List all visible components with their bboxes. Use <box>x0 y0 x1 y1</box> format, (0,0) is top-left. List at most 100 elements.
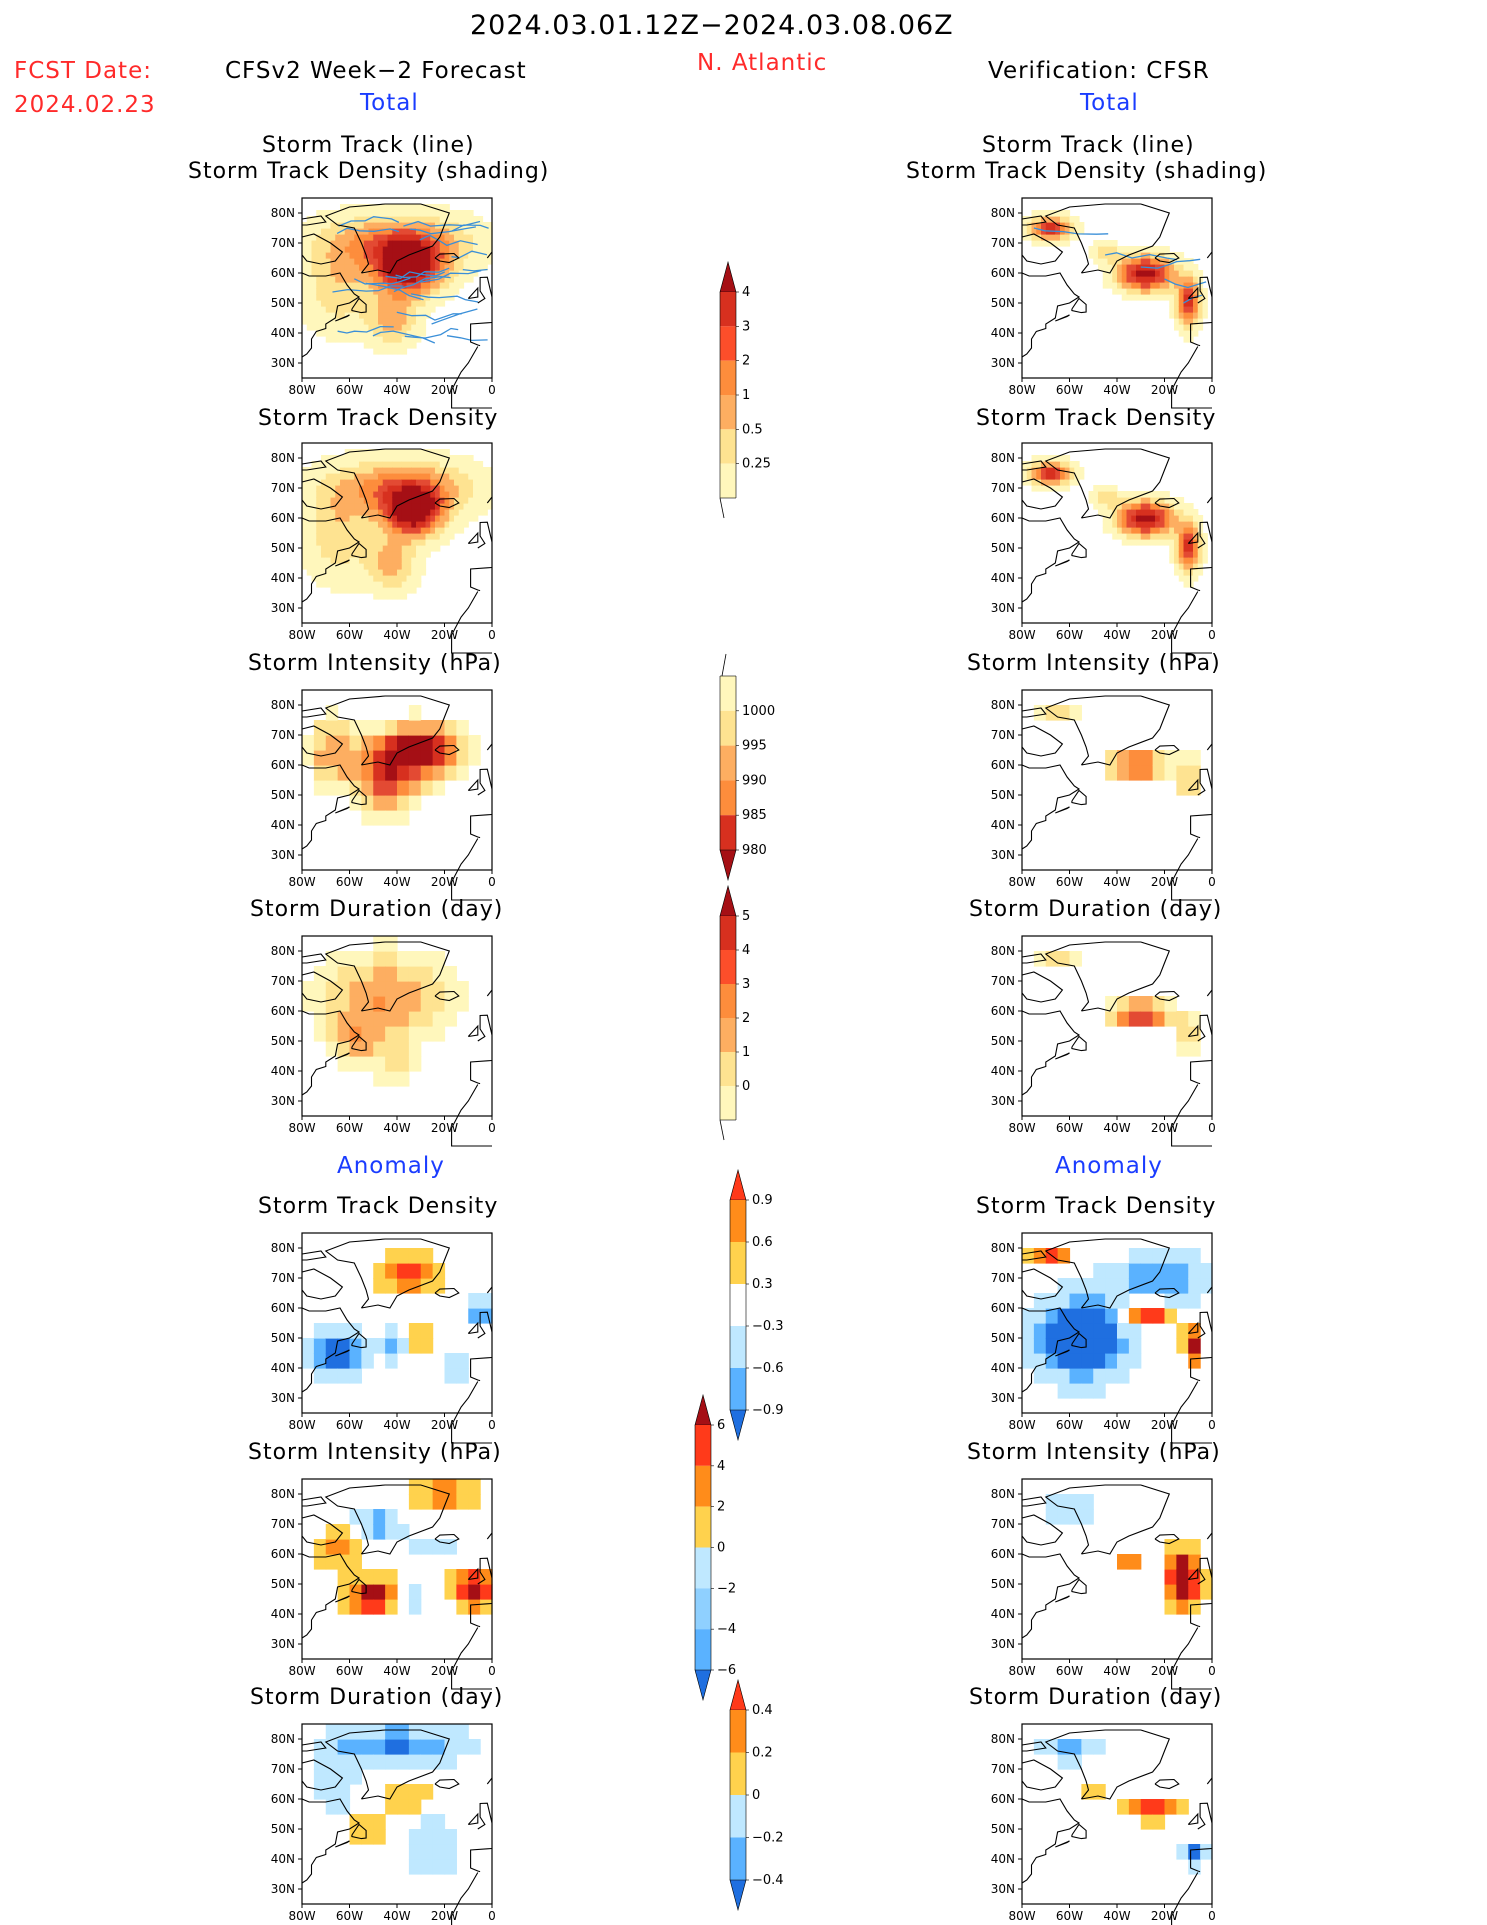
lon-tick-label: 80W <box>1008 383 1035 397</box>
colorbar-swatch <box>720 429 736 464</box>
colorbar-swatch <box>720 360 736 395</box>
colorbar-label: 2 <box>742 354 750 369</box>
forecast-panel-anom-track-density: 80N 70N 60N 50N 40N 30N 80W 60W 40W 20W 0 <box>271 1232 496 1444</box>
lon-tick-label: 60W <box>336 875 363 889</box>
lon-tick-label: 40W <box>383 628 410 642</box>
colorbar-label: 3 <box>742 319 750 334</box>
total-label-left: Total <box>360 90 419 116</box>
lat-tick-label: 60N <box>991 511 1015 525</box>
colorbar-label: 5 <box>742 909 750 924</box>
lat-tick-label: 30N <box>271 601 295 615</box>
verification-panel-anom-duration-map: 80N 70N 60N 50N 40N 30N 80W 60W 40W 20W 0 <box>991 1723 1216 1925</box>
lat-tick-label: 80N <box>271 206 295 220</box>
lon-tick-label: 60W <box>1056 1418 1083 1432</box>
lon-tick-label: 20W <box>1151 875 1178 889</box>
lat-tick-label: 80N <box>991 451 1015 465</box>
colorbar-swatch <box>720 676 736 711</box>
lon-tick-label: 20W <box>1151 628 1178 642</box>
colorbar-swatch <box>720 463 736 498</box>
colorbar-swatch <box>730 1752 746 1795</box>
lat-tick-label: 40N <box>271 818 295 832</box>
lon-tick-label: 0 <box>488 628 496 642</box>
verification-panel-track-line-density-map: 80N 70N 60N 50N 40N 30N 80W 60W 40W 20W 0 <box>991 197 1216 409</box>
lat-tick-label: 80N <box>271 1241 295 1255</box>
title-track-line-left: Storm Track (line) <box>262 133 475 158</box>
colorbar-label: 2 <box>742 1011 750 1026</box>
colorbar-swatch <box>695 1629 711 1670</box>
colorbar-tip <box>719 849 737 882</box>
colorbar-swatch <box>695 1465 711 1507</box>
lat-tick-label: 30N <box>991 1637 1015 1651</box>
forecast-panel-anom-intensity-map: 80N 70N 60N 50N 40N 30N 80W 60W 40W 20W 0 <box>271 1478 496 1690</box>
title-anom-density-right: Storm Track Density <box>976 1194 1217 1219</box>
forecast-panel-track-line-density: 80N 70N 60N 50N 40N 30N 80W 60W 40W 20W 0 <box>271 197 496 409</box>
colorbar-label: −0.4 <box>752 1873 784 1888</box>
lat-tick-label: 30N <box>991 1094 1015 1108</box>
colorbar-label: 6 <box>717 1418 725 1433</box>
lat-tick-label: 80N <box>271 944 295 958</box>
forecast-panel-anom-intensity: 80N 70N 60N 50N 40N 30N 80W 60W 40W 20W 0 <box>271 1478 496 1690</box>
forecast-panel-track-density-map: 80N 70N 60N 50N 40N 30N 80W 60W 40W 20W 0 <box>271 442 496 654</box>
title-track-line-right: Storm Track (line) <box>982 133 1195 158</box>
colorbar-label: 0 <box>742 1079 750 1094</box>
lon-tick-label: 40W <box>383 383 410 397</box>
colorbar-label: 0.2 <box>752 1746 773 1761</box>
lat-tick-label: 80N <box>991 698 1015 712</box>
lon-tick-label: 60W <box>336 1418 363 1432</box>
lon-tick-label: 20W <box>431 383 458 397</box>
fcst-date-value: 2024.02.23 <box>14 92 156 118</box>
lat-tick-label: 40N <box>991 1064 1015 1078</box>
lat-tick-label: 70N <box>271 236 295 250</box>
colorbar-tip <box>694 1393 712 1426</box>
lat-tick-label: 40N <box>271 1064 295 1078</box>
lon-tick-label: 20W <box>1151 1909 1178 1923</box>
lat-tick-label: 50N <box>991 1034 1015 1048</box>
colorbar-duration-total: 5 4 3 2 1 0 <box>719 884 790 1141</box>
title-intensity-right: Storm Intensity (hPa) <box>967 651 1221 676</box>
lon-tick-label: 0 <box>1208 1418 1216 1432</box>
forecast-panel-anom-track-density-map: 80N 70N 60N 50N 40N 30N 80W 60W 40W 20W 0 <box>271 1232 496 1444</box>
forecast-panel-duration: 80N 70N 60N 50N 40N 30N 80W 60W 40W 20W 0 <box>271 935 496 1147</box>
colorbar-swatch <box>720 1052 736 1086</box>
lon-tick-label: 60W <box>336 1664 363 1678</box>
colorbar-swatch <box>730 1795 746 1838</box>
colorbar-swatch <box>730 1242 746 1284</box>
lon-tick-label: 0 <box>1208 1664 1216 1678</box>
lon-tick-label: 80W <box>288 383 315 397</box>
colorbar-duration-anom: 0.4 0.2 0 −0.2 −0.4 <box>729 1678 800 1916</box>
lon-tick-label: 40W <box>1103 1418 1130 1432</box>
colorbar-swatch <box>720 950 736 984</box>
forecast-panel-duration-map: 80N 70N 60N 50N 40N 30N 80W 60W 40W 20W 0 <box>271 935 496 1147</box>
lat-tick-label: 60N <box>271 511 295 525</box>
lat-tick-label: 80N <box>991 1487 1015 1501</box>
lat-tick-label: 80N <box>991 206 1015 220</box>
lon-tick-label: 0 <box>1208 1909 1216 1923</box>
colorbar-label: 990 <box>742 773 767 788</box>
lon-tick-label: 80W <box>1008 1418 1035 1432</box>
lat-tick-label: 60N <box>271 758 295 772</box>
lat-tick-label: 50N <box>991 1822 1015 1836</box>
lat-tick-label: 50N <box>991 541 1015 555</box>
colorbar-swatch <box>695 1425 711 1466</box>
lon-tick-label: 80W <box>288 1121 315 1135</box>
lat-tick-label: 70N <box>271 1762 295 1776</box>
lon-tick-label: 0 <box>1208 875 1216 889</box>
colorbar-swatch <box>730 1326 746 1368</box>
verification-panel-track-density-map: 80N 70N 60N 50N 40N 30N 80W 60W 40W 20W 0 <box>991 442 1216 654</box>
lon-tick-label: 20W <box>431 628 458 642</box>
lon-tick-label: 20W <box>1151 383 1178 397</box>
lon-tick-label: 80W <box>1008 1909 1035 1923</box>
lat-tick-label: 50N <box>991 1577 1015 1591</box>
colorbar-label: −0.3 <box>752 1319 784 1334</box>
title-duration-right: Storm Duration (day) <box>969 897 1223 922</box>
verification-column-title: Verification: CFSR <box>988 58 1210 84</box>
colorbar-label: 4 <box>742 943 750 958</box>
lat-tick-label: 60N <box>271 1301 295 1315</box>
colorbar-label: −0.9 <box>752 1403 784 1418</box>
lat-tick-label: 40N <box>991 1361 1015 1375</box>
colorbar-swatch <box>695 1547 711 1589</box>
anomaly-label-left: Anomaly <box>337 1153 445 1179</box>
colorbar-label: 0.3 <box>752 1277 773 1292</box>
colorbar-swatch <box>720 1018 736 1052</box>
lat-tick-label: 70N <box>991 1517 1015 1531</box>
